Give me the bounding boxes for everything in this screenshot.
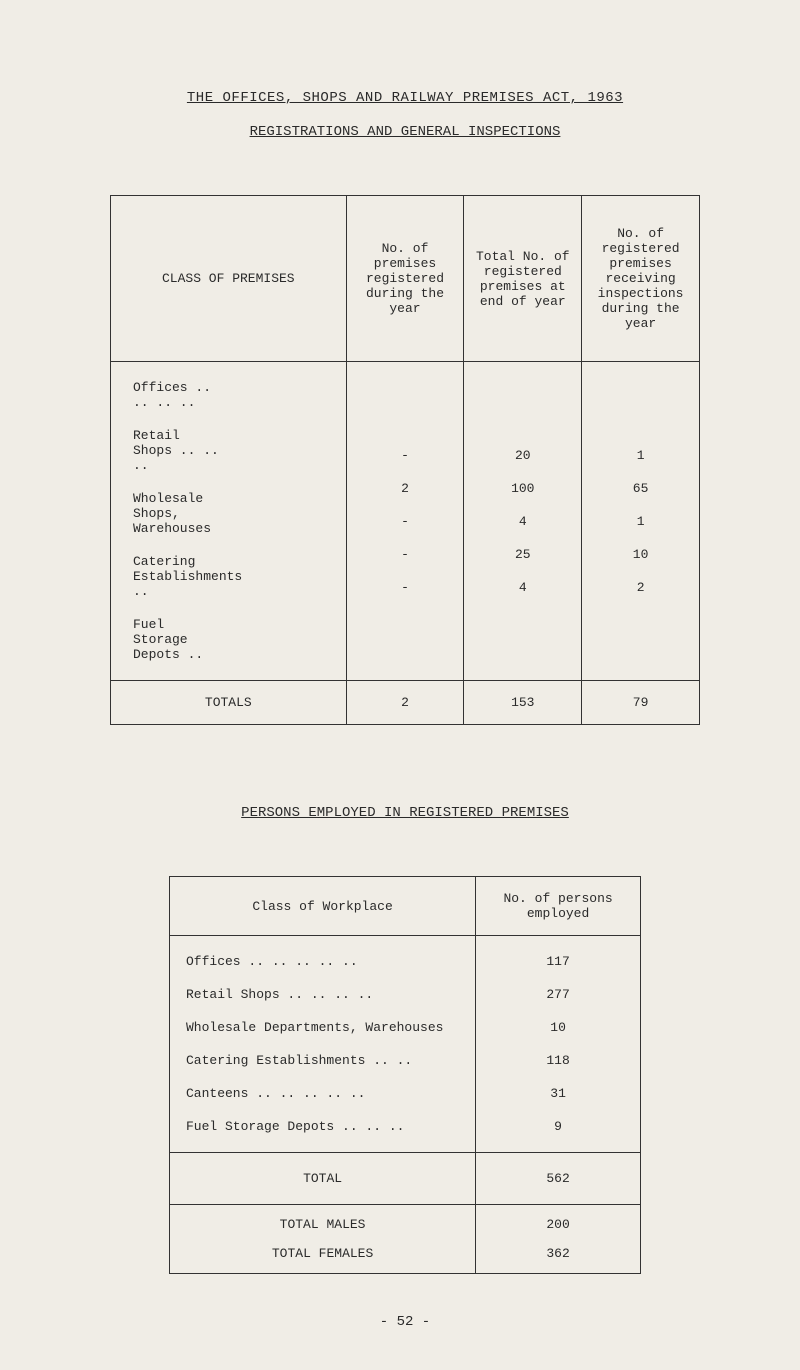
t1-row-label: Retail Shops .. .. .. [133, 428, 224, 473]
t1-totals-label: TOTALS [111, 681, 347, 725]
t2-row-val: 31 [492, 1086, 624, 1101]
t2-row-label: Wholesale Departments, Warehouses [186, 1020, 459, 1035]
t2-row-label: Catering Establishments .. .. [186, 1053, 459, 1068]
t2-row-label: Canteens .. .. .. .. .. [186, 1086, 459, 1101]
t1-row-label: Catering Establishments .. [133, 554, 224, 599]
registrations-table: CLASS OF PREMISES No. of premises regist… [110, 195, 700, 725]
t1-cell: 2 [596, 580, 685, 595]
t2-row-val: 10 [492, 1020, 624, 1035]
t1-header-col1: No. of premises registered during the ye… [346, 196, 464, 362]
t1-header-col2: Total No. of registered premises at end … [464, 196, 582, 362]
t1-cell: 65 [596, 481, 685, 496]
t1-row-label: Wholesale Shops, Warehouses [133, 491, 224, 536]
t2-total-val: 562 [476, 1153, 641, 1205]
t1-totals-c1: 2 [346, 681, 464, 725]
t2-row-val: 9 [492, 1119, 624, 1134]
document-title: THE OFFICES, SHOPS AND RAILWAY PREMISES … [110, 90, 700, 106]
t2-row-val: 277 [492, 987, 624, 1002]
t1-totals-c2: 153 [464, 681, 582, 725]
t2-total-label: TOTAL [170, 1153, 476, 1205]
t2-females-label: TOTAL FEMALES [186, 1246, 459, 1261]
t1-cell: 1 [596, 448, 685, 463]
t1-cell: - [361, 580, 450, 595]
t2-row-val: 118 [492, 1053, 624, 1068]
t1-row-label: Fuel Storage Depots .. [133, 617, 224, 662]
t2-header-class: Class of Workplace [170, 877, 476, 936]
t1-cell: - [361, 448, 450, 463]
t1-cell: 20 [478, 448, 567, 463]
t1-header-class: CLASS OF PREMISES [111, 196, 347, 362]
t1-cell: 100 [478, 481, 567, 496]
t1-cell: 4 [478, 514, 567, 529]
t1-cell: 4 [478, 580, 567, 595]
document-subtitle: REGISTRATIONS AND GENERAL INSPECTIONS [110, 124, 700, 140]
t1-cell: 10 [596, 547, 685, 562]
t2-header-count: No. of persons employed [476, 877, 641, 936]
t1-row-label: Offices .. .. .. .. [133, 380, 224, 410]
t2-females-val: 362 [492, 1246, 624, 1261]
t2-row-val: 117 [492, 954, 624, 969]
t2-row-label: Offices .. .. .. .. .. [186, 954, 459, 969]
t2-row-label: Retail Shops .. .. .. .. [186, 987, 459, 1002]
t1-cell: - [361, 514, 450, 529]
t2-males-label: TOTAL MALES [186, 1217, 459, 1232]
t1-header-col3: No. of registered premises receiving ins… [582, 196, 700, 362]
t1-cell: 1 [596, 514, 685, 529]
section2-title: PERSONS EMPLOYED IN REGISTERED PREMISES [110, 805, 700, 821]
t1-totals-c3: 79 [582, 681, 700, 725]
t2-row-label: Fuel Storage Depots .. .. .. [186, 1119, 459, 1134]
t1-cell: 25 [478, 547, 567, 562]
page-number: - 52 - [110, 1314, 700, 1330]
persons-table: Class of Workplace No. of persons employ… [169, 876, 641, 1274]
t2-males-val: 200 [492, 1217, 624, 1232]
t1-cell: 2 [361, 481, 450, 496]
t1-cell: - [361, 547, 450, 562]
